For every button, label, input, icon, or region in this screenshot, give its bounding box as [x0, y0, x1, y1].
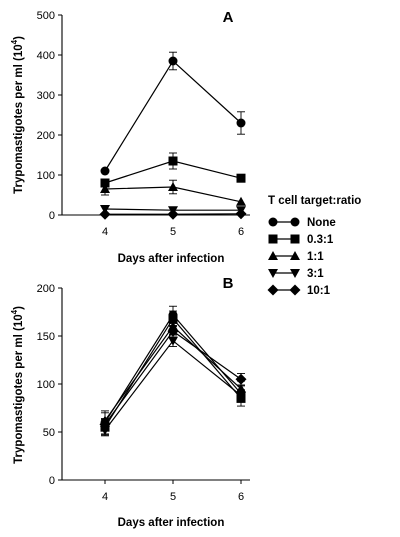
data-point [99, 418, 111, 430]
data-point [236, 383, 246, 393]
y-axis-title-main: Trypomastigotes per ml (10 [13, 44, 25, 194]
series-line-3 [104, 339, 242, 431]
data-point [235, 373, 247, 385]
x-tick-label: 4 [102, 491, 108, 503]
y-tick-label: 500 [37, 10, 55, 22]
legend-label: 0.3:1 [307, 234, 334, 246]
x-tick-label: 6 [238, 226, 244, 238]
y-tick-label: 200 [37, 130, 55, 142]
y-tick-label: 400 [37, 50, 55, 62]
legend-label: 3:1 [307, 268, 324, 280]
y-tick-label: 150 [37, 331, 55, 343]
legend-marker [290, 269, 300, 278]
data-point [235, 208, 247, 220]
y-tick-label: 0 [49, 475, 55, 487]
data-point [236, 196, 246, 206]
legend-marker [268, 251, 278, 260]
legend: T cell target:ratio None 0.3:1 1:1 3:1 10:1 [267, 195, 361, 297]
data-point [168, 56, 178, 66]
y-axis-title-exponent: 4 [10, 39, 19, 44]
data-point [168, 156, 178, 166]
y-axis-title-main: Trypomastigotes per ml (10 [13, 314, 25, 464]
panel-label: A [223, 9, 234, 26]
data-point [168, 336, 178, 346]
legend-marker [290, 234, 300, 244]
data-point [100, 184, 110, 193]
y-axis-title: Trypomastigotes per ml (104) [10, 36, 25, 194]
x-tick-label: 6 [238, 491, 244, 503]
y-tick-label: 100 [37, 379, 55, 391]
legend-marker [268, 217, 278, 227]
x-axis-title: Days after infection [118, 517, 225, 529]
y-axis-title-close: ) [13, 306, 25, 310]
data-point [100, 426, 110, 436]
y-tick-label: 200 [37, 283, 55, 295]
y-axis-title: Trypomastigotes per ml (104) [10, 306, 25, 464]
x-axis-title: Days after infection [118, 253, 225, 265]
legend-marker [268, 234, 278, 244]
y-tick-label: 0 [49, 210, 55, 222]
data-point [168, 182, 178, 191]
data-point [236, 391, 246, 401]
y-tick-label: 50 [43, 427, 55, 439]
legend-marker [289, 284, 301, 296]
x-tick-label: 4 [102, 226, 108, 238]
legend-marker [267, 284, 279, 296]
data-point [167, 325, 179, 337]
y-axis-title-close: ) [13, 36, 25, 40]
data-point [99, 208, 111, 220]
y-axis-title-exponent: 4 [10, 309, 19, 314]
data-point [167, 208, 179, 220]
legend-marker [290, 251, 300, 260]
y-tick-label: 300 [37, 90, 55, 102]
legend-marker [268, 269, 278, 278]
legend-title: T cell target:ratio [268, 195, 361, 207]
y-tick-label: 100 [37, 170, 55, 182]
panel-a-chart: 0 100 200 300 400 500 4 5 6 Days after infection T… [10, 9, 250, 265]
x-tick-label: 5 [170, 491, 176, 503]
data-point [100, 166, 110, 176]
legend-label: 10:1 [307, 285, 331, 297]
legend-marker [290, 217, 300, 227]
legend-label: None [307, 217, 336, 229]
legend-label: 1:1 [307, 251, 324, 263]
panel-b-chart: 0 50 100 150 200 4 5 6 Days after infection Trypo… [10, 275, 250, 529]
data-point [236, 173, 246, 183]
x-tick-label: 5 [170, 226, 176, 238]
data-point [236, 118, 246, 128]
panel-label: B [223, 275, 234, 292]
